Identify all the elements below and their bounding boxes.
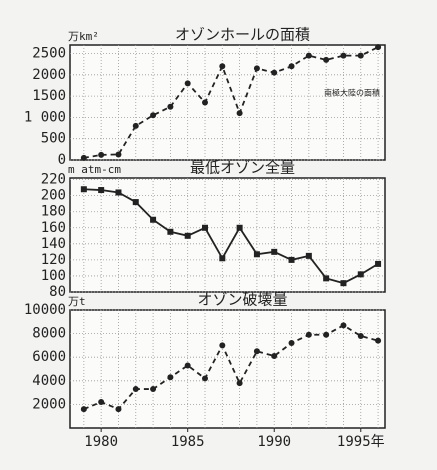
marker [357, 271, 364, 278]
marker [340, 280, 347, 287]
marker [115, 189, 122, 196]
marker [202, 224, 208, 231]
marker [150, 112, 157, 119]
y-tick-label: 2500 [32, 46, 66, 62]
marker [219, 342, 226, 349]
marker [184, 362, 191, 369]
marker [375, 337, 382, 344]
marker [305, 252, 312, 259]
plot-area [69, 177, 386, 293]
marker [253, 251, 260, 258]
marker [132, 386, 139, 393]
marker [132, 199, 139, 206]
marker [305, 52, 312, 59]
chart-title: オゾン破壊量 [197, 291, 287, 309]
marker [98, 187, 105, 194]
y-tick-label: 500 [41, 131, 66, 147]
y-tick-label: 2000 [32, 67, 66, 83]
marker [236, 224, 243, 231]
y-tick-label: 4000 [32, 373, 66, 389]
y-tick-label: 160 [41, 220, 66, 236]
chart-title: オゾンホールの面積 [175, 26, 310, 44]
marker [80, 406, 87, 413]
x-tick-label: 1985 [171, 434, 205, 450]
y-axis-label: m atm-cm [68, 163, 121, 176]
marker [236, 380, 243, 387]
y-tick-label: 140 [41, 236, 66, 252]
x-tick-label: 1995年 [337, 434, 385, 450]
marker [98, 151, 105, 158]
y-tick-label: 180 [41, 204, 66, 220]
marker [375, 260, 382, 267]
marker [115, 406, 122, 413]
marker [271, 69, 278, 76]
plot-area [69, 309, 386, 429]
y-tick-label: 0 [58, 152, 66, 168]
marker [150, 216, 157, 223]
y-tick-label: 6000 [32, 349, 66, 365]
marker [167, 228, 174, 235]
marker [357, 332, 364, 339]
marker [167, 103, 174, 110]
y-tick-label: 1 000 [24, 109, 66, 125]
x-tick-label: 1980 [84, 434, 118, 450]
marker [375, 44, 382, 51]
marker [184, 80, 191, 87]
y-tick-label: 220 [41, 172, 66, 188]
y-axis-label: 万km² [68, 30, 99, 43]
marker [80, 154, 87, 161]
y-tick-label: 80 [49, 284, 66, 300]
marker [323, 275, 330, 282]
y-tick-label: 1500 [32, 88, 66, 104]
marker [150, 386, 157, 393]
y-tick-label: 120 [41, 252, 66, 268]
marker [323, 331, 330, 338]
marker [167, 374, 174, 381]
marker [132, 122, 139, 129]
y-tick-label: 2000 [32, 396, 66, 412]
marker [271, 248, 278, 255]
marker [184, 232, 191, 239]
x-tick-label: 1990 [257, 434, 291, 450]
marker [340, 52, 347, 59]
marker [115, 151, 122, 158]
marker [98, 399, 105, 406]
marker [340, 322, 347, 329]
annotation: 南極大陸の面積 [324, 88, 380, 98]
marker [253, 65, 260, 72]
marker [357, 52, 364, 59]
marker [271, 353, 278, 360]
plot-area [69, 44, 386, 161]
marker [202, 99, 208, 106]
y-tick-label: 200 [41, 188, 66, 204]
marker [288, 340, 295, 347]
y-tick-label: 10000 [24, 302, 66, 318]
marker [253, 348, 260, 355]
marker [323, 56, 330, 63]
y-tick-label: 8000 [32, 326, 66, 342]
marker [305, 331, 312, 338]
marker [219, 63, 226, 70]
marker [219, 255, 226, 262]
marker [236, 110, 243, 117]
marker [202, 375, 208, 382]
y-tick-label: 100 [41, 268, 66, 284]
marker [80, 186, 87, 193]
data-line [83, 324, 379, 411]
y-axis-label: 万t [68, 295, 86, 308]
marker [288, 63, 295, 70]
marker [288, 256, 295, 263]
chart-title: 最低オゾン全量 [190, 159, 295, 177]
